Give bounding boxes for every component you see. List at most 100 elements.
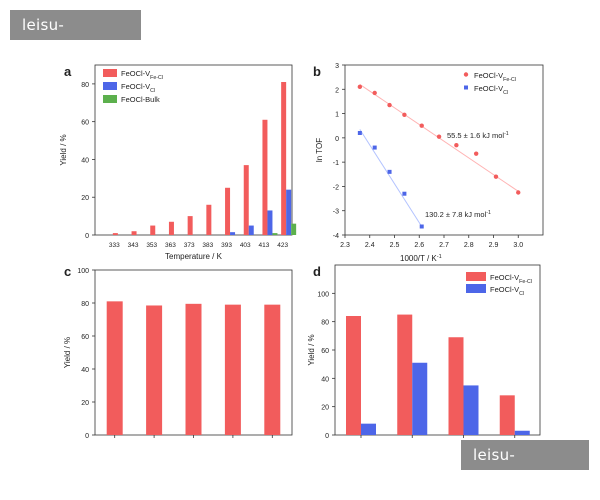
panel-a-ytick-label-1: 20 [81, 195, 89, 202]
panel-b-point-0-0 [357, 84, 363, 90]
panel-a-xtick-label-9: 423 [277, 242, 288, 249]
panel-b-ytick-label-7: 3 [335, 63, 339, 70]
panel-b-point-1-3 [402, 191, 407, 196]
panel-c-bar-0 [106, 301, 123, 435]
panel-b-legend-marker-1 [464, 85, 468, 90]
panel-b-point-0-8 [493, 174, 499, 179]
panel-d-legend-swatch-0 [466, 272, 486, 281]
panel-a-bar-1-7 [248, 225, 254, 235]
panel-a-xtick-label-1: 343 [128, 242, 139, 249]
panel-d-bar-0-1 [397, 314, 413, 435]
panel-a-bar-1-6 [230, 232, 236, 235]
panel-d-legend-swatch-1 [466, 284, 486, 293]
panel-c-ytick-label-1: 20 [81, 400, 89, 407]
panel-c-bar-3 [224, 304, 241, 435]
panel-a-ytick-label-3: 60 [81, 120, 89, 127]
panel-c-ytick-label-0: 0 [85, 433, 89, 440]
panel-b-ytick-label-3: -1 [333, 160, 339, 167]
panel-a-xtick-label-7: 403 [240, 242, 251, 249]
panel-d-letter: d [313, 264, 321, 279]
panel-c-ytick-label-4: 80 [81, 301, 89, 308]
panel-a-xtick-label-6: 393 [221, 242, 232, 249]
panel-b-xtick-label-4: 2.7 [439, 242, 449, 249]
panel-b-xlabel: 1000/T / K-1 [400, 254, 442, 263]
panel-b-ylabel: ln TOF [315, 138, 324, 162]
panel-b-xtick-label-3: 2.6 [414, 242, 424, 249]
panel-c-bar-2 [185, 303, 202, 435]
panel-d-bar-1-1 [412, 362, 428, 435]
panel-a-legend-label-2: FeOCl-Bulk [121, 95, 160, 104]
panel-b-ytick-label-4: 0 [335, 136, 339, 143]
panel-a-bar-0-7 [243, 165, 249, 235]
panel-b-annotation-0: 55.5 ± 1.6 kJ mol-1 [447, 131, 509, 140]
panel-b-xtick-label-2: 2.5 [390, 242, 400, 249]
panel-b-point-0-6 [454, 142, 459, 148]
panel-a-ytick-label-2: 40 [81, 157, 89, 164]
panel-b-point-0-9 [516, 190, 521, 195]
panel-a-xlabel: Temperature / K [165, 252, 223, 261]
panel-a-legend-label-0: FeOCl-VFe-Cl [121, 69, 163, 81]
panel-a-xtick-label-4: 373 [184, 242, 195, 249]
panel-b-legend-label-1: FeOCl-VCl [474, 84, 508, 96]
panel-b-ytick-label-0: -4 [333, 233, 339, 240]
panel-d-bar-1-3 [514, 430, 530, 435]
panel-a-bar-1-8 [267, 210, 273, 235]
panel-a-bar-0-2 [150, 225, 156, 235]
panel-a-legend-swatch-2 [103, 95, 117, 103]
panel-d-ytick-label-4: 80 [321, 320, 329, 327]
panel-b-legend-label-0: FeOCl-VFe-Cl [474, 71, 516, 83]
panel-d-ytick-label-0: 0 [325, 433, 329, 440]
panel-c-letter: c [64, 264, 71, 279]
panel-b-point-0-7 [473, 151, 479, 156]
panel-b-ytick-label-5: 1 [335, 112, 339, 119]
panel-a-xtick-label-2: 353 [146, 242, 157, 249]
panel-a-ytick-label-0: 0 [85, 233, 89, 240]
panel-c-bar-1 [146, 305, 163, 435]
panel-d-ytick-label-1: 20 [321, 405, 329, 412]
panel-a-bar-0-3 [168, 221, 174, 235]
panel-a-legend-swatch-0 [103, 69, 117, 77]
panel-b-point-1-0 [357, 131, 362, 135]
panel-a-bar-0-9 [281, 82, 287, 235]
panel-d-legend-label-1: FeOCl-VCl [490, 285, 524, 297]
panel-d-bar-0-0 [346, 316, 361, 435]
panel-a-legend-swatch-1 [103, 82, 117, 90]
panel-c-ylabel: Yield / % [63, 337, 72, 368]
panel-b-ytick-label-6: 2 [335, 87, 339, 94]
panel-b-letter: b [313, 64, 321, 79]
panel-a-bar-2-8 [272, 233, 278, 235]
panel-b-xtick-label-0: 2.3 [340, 242, 350, 249]
panel-b-legend-marker-0 [463, 72, 469, 77]
panel-d-bar-0-3 [499, 395, 515, 435]
panel-d-ytick-label-3: 60 [321, 348, 329, 355]
panel-d-ytick-label-5: 100 [317, 291, 329, 298]
panel-b-point-1-4 [419, 224, 424, 229]
panel-a-bar-0-0 [112, 233, 118, 235]
panel-b-point-0-4 [419, 123, 424, 128]
panel-b-xtick-label-7: 3.0 [513, 242, 523, 249]
panel-a-bar-0-5 [206, 204, 212, 235]
panel-b-ytick-label-1: -3 [333, 209, 339, 216]
panel-c-bar-4 [264, 304, 281, 435]
panel-a-bar-0-1 [131, 231, 137, 235]
panel-a-xtick-label-0: 333 [109, 242, 120, 249]
panel-a-bar-1-9 [286, 189, 292, 235]
panel-c-ytick-label-2: 40 [81, 367, 89, 374]
panel-d-legend-label-0: FeOCl-VFe-Cl [490, 273, 532, 285]
panel-a-frame [94, 64, 293, 236]
panel-b-point-0-1 [372, 90, 377, 96]
panel-a-xtick-label-5: 383 [202, 242, 213, 249]
panel-a-bar-2-9 [291, 223, 297, 235]
panel-a-bar-0-8 [262, 119, 268, 235]
panel-b-point-0-2 [387, 102, 392, 108]
panel-d-bar-0-2 [448, 337, 464, 435]
panel-b-annotation-1: 130.2 ± 7.8 kJ mol-1 [425, 210, 491, 219]
panel-b-ytick-label-2: -2 [333, 184, 339, 191]
panel-d-ylabel: Yield / % [307, 334, 316, 365]
panel-b-xtick-label-1: 2.4 [365, 242, 375, 249]
panel-d-bar-1-0 [361, 423, 376, 435]
panel-b-point-1-1 [372, 145, 377, 150]
panel-c-ytick-label-3: 60 [81, 334, 89, 341]
panel-b-point-0-3 [402, 112, 407, 117]
